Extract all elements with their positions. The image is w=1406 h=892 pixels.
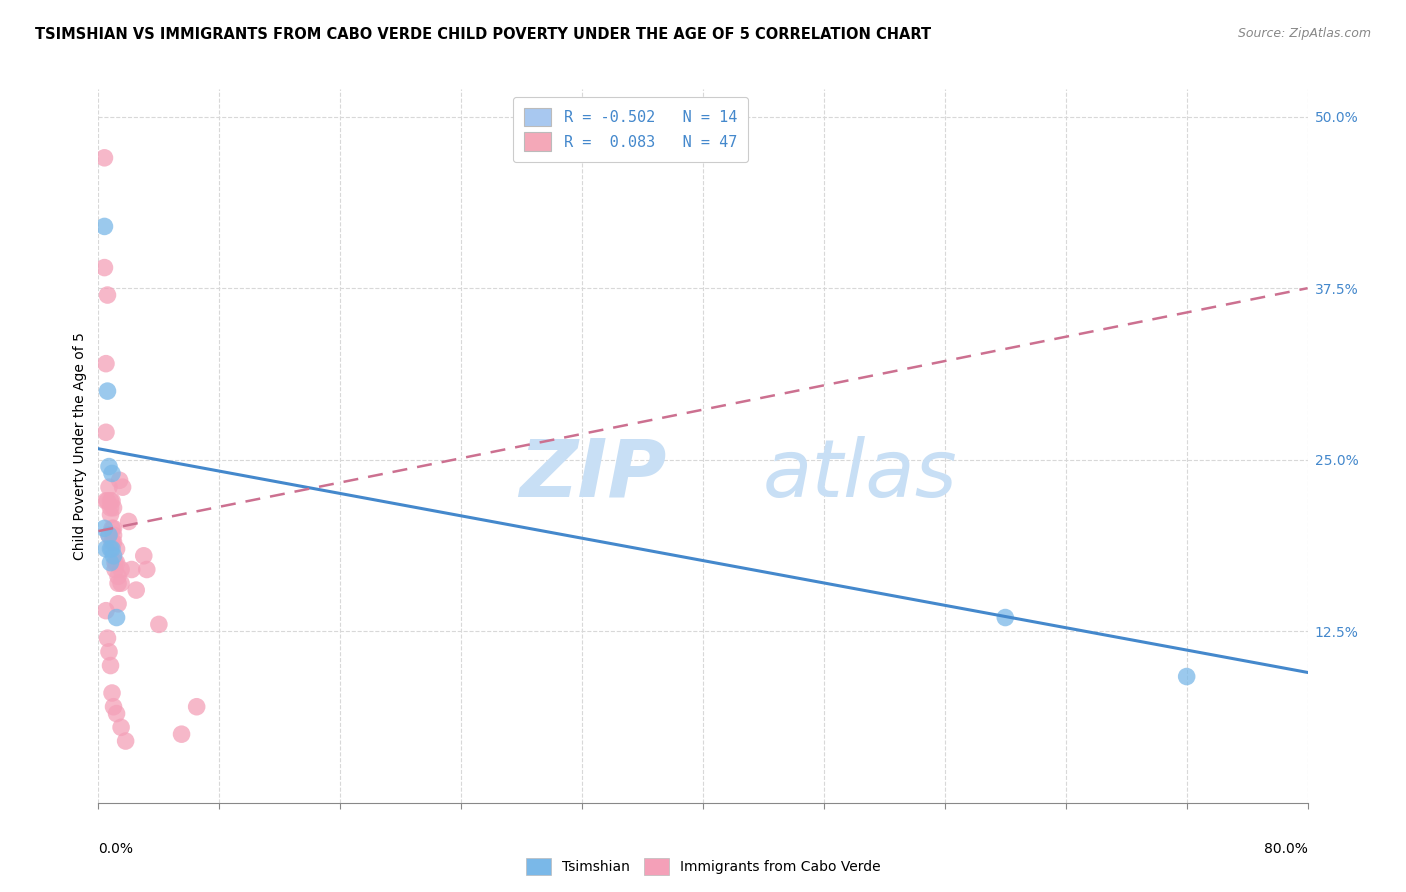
Point xyxy=(94,494,117,508)
Point xyxy=(121,562,143,576)
Point xyxy=(103,699,125,714)
Point xyxy=(114,734,136,748)
Point xyxy=(108,473,131,487)
Text: TSIMSHIAN VS IMMIGRANTS FROM CABO VERDE CHILD POVERTY UNDER THE AGE OF 5 CORRELA: TSIMSHIAN VS IMMIGRANTS FROM CABO VERDE … xyxy=(35,27,931,42)
Point xyxy=(107,576,129,591)
Point xyxy=(93,260,115,275)
Legend: R = -0.502   N = 14, R =  0.083   N = 47: R = -0.502 N = 14, R = 0.083 N = 47 xyxy=(513,97,748,161)
Text: atlas: atlas xyxy=(763,435,957,514)
Point xyxy=(93,521,115,535)
Point xyxy=(107,569,129,583)
Point xyxy=(125,583,148,598)
Point xyxy=(148,617,170,632)
Point xyxy=(101,521,124,535)
Point xyxy=(94,425,117,440)
Point xyxy=(105,706,128,721)
Point xyxy=(96,384,118,398)
Point xyxy=(994,610,1017,624)
Point xyxy=(98,528,121,542)
Point xyxy=(103,521,125,535)
Point xyxy=(94,604,117,618)
Point xyxy=(111,480,134,494)
Point xyxy=(100,556,122,570)
Text: 80.0%: 80.0% xyxy=(1264,842,1308,856)
Point xyxy=(105,541,128,556)
Point xyxy=(110,562,132,576)
Point xyxy=(132,549,155,563)
Point xyxy=(103,549,125,563)
Point xyxy=(94,357,117,371)
Point xyxy=(101,541,124,556)
Point xyxy=(110,576,132,591)
Point xyxy=(101,535,124,549)
Point xyxy=(135,562,157,576)
Point xyxy=(100,508,122,522)
Point xyxy=(93,151,115,165)
Point xyxy=(170,727,193,741)
Point xyxy=(103,535,125,549)
Text: Source: ZipAtlas.com: Source: ZipAtlas.com xyxy=(1237,27,1371,40)
Point xyxy=(98,528,121,542)
Point xyxy=(110,720,132,734)
Point xyxy=(94,541,117,556)
Point xyxy=(96,631,118,645)
Point xyxy=(93,219,115,234)
Point xyxy=(107,597,129,611)
Point xyxy=(101,467,124,481)
Point xyxy=(104,556,127,570)
Text: ZIP: ZIP xyxy=(519,435,666,514)
Legend: Tsimshian, Immigrants from Cabo Verde: Tsimshian, Immigrants from Cabo Verde xyxy=(520,853,886,880)
Point xyxy=(104,562,127,576)
Y-axis label: Child Poverty Under the Age of 5: Child Poverty Under the Age of 5 xyxy=(73,332,87,560)
Point xyxy=(1175,669,1198,683)
Point xyxy=(98,645,121,659)
Text: 0.0%: 0.0% xyxy=(98,842,134,856)
Point xyxy=(103,500,125,515)
Point xyxy=(100,658,122,673)
Point xyxy=(98,459,121,474)
Point xyxy=(100,500,122,515)
Point xyxy=(105,610,128,624)
Point xyxy=(103,528,125,542)
Point xyxy=(105,556,128,570)
Point xyxy=(118,515,141,529)
Point xyxy=(96,288,118,302)
Point xyxy=(98,480,121,494)
Point xyxy=(96,494,118,508)
Point xyxy=(100,494,122,508)
Point xyxy=(101,686,124,700)
Point xyxy=(101,494,124,508)
Point xyxy=(100,541,122,556)
Point xyxy=(186,699,208,714)
